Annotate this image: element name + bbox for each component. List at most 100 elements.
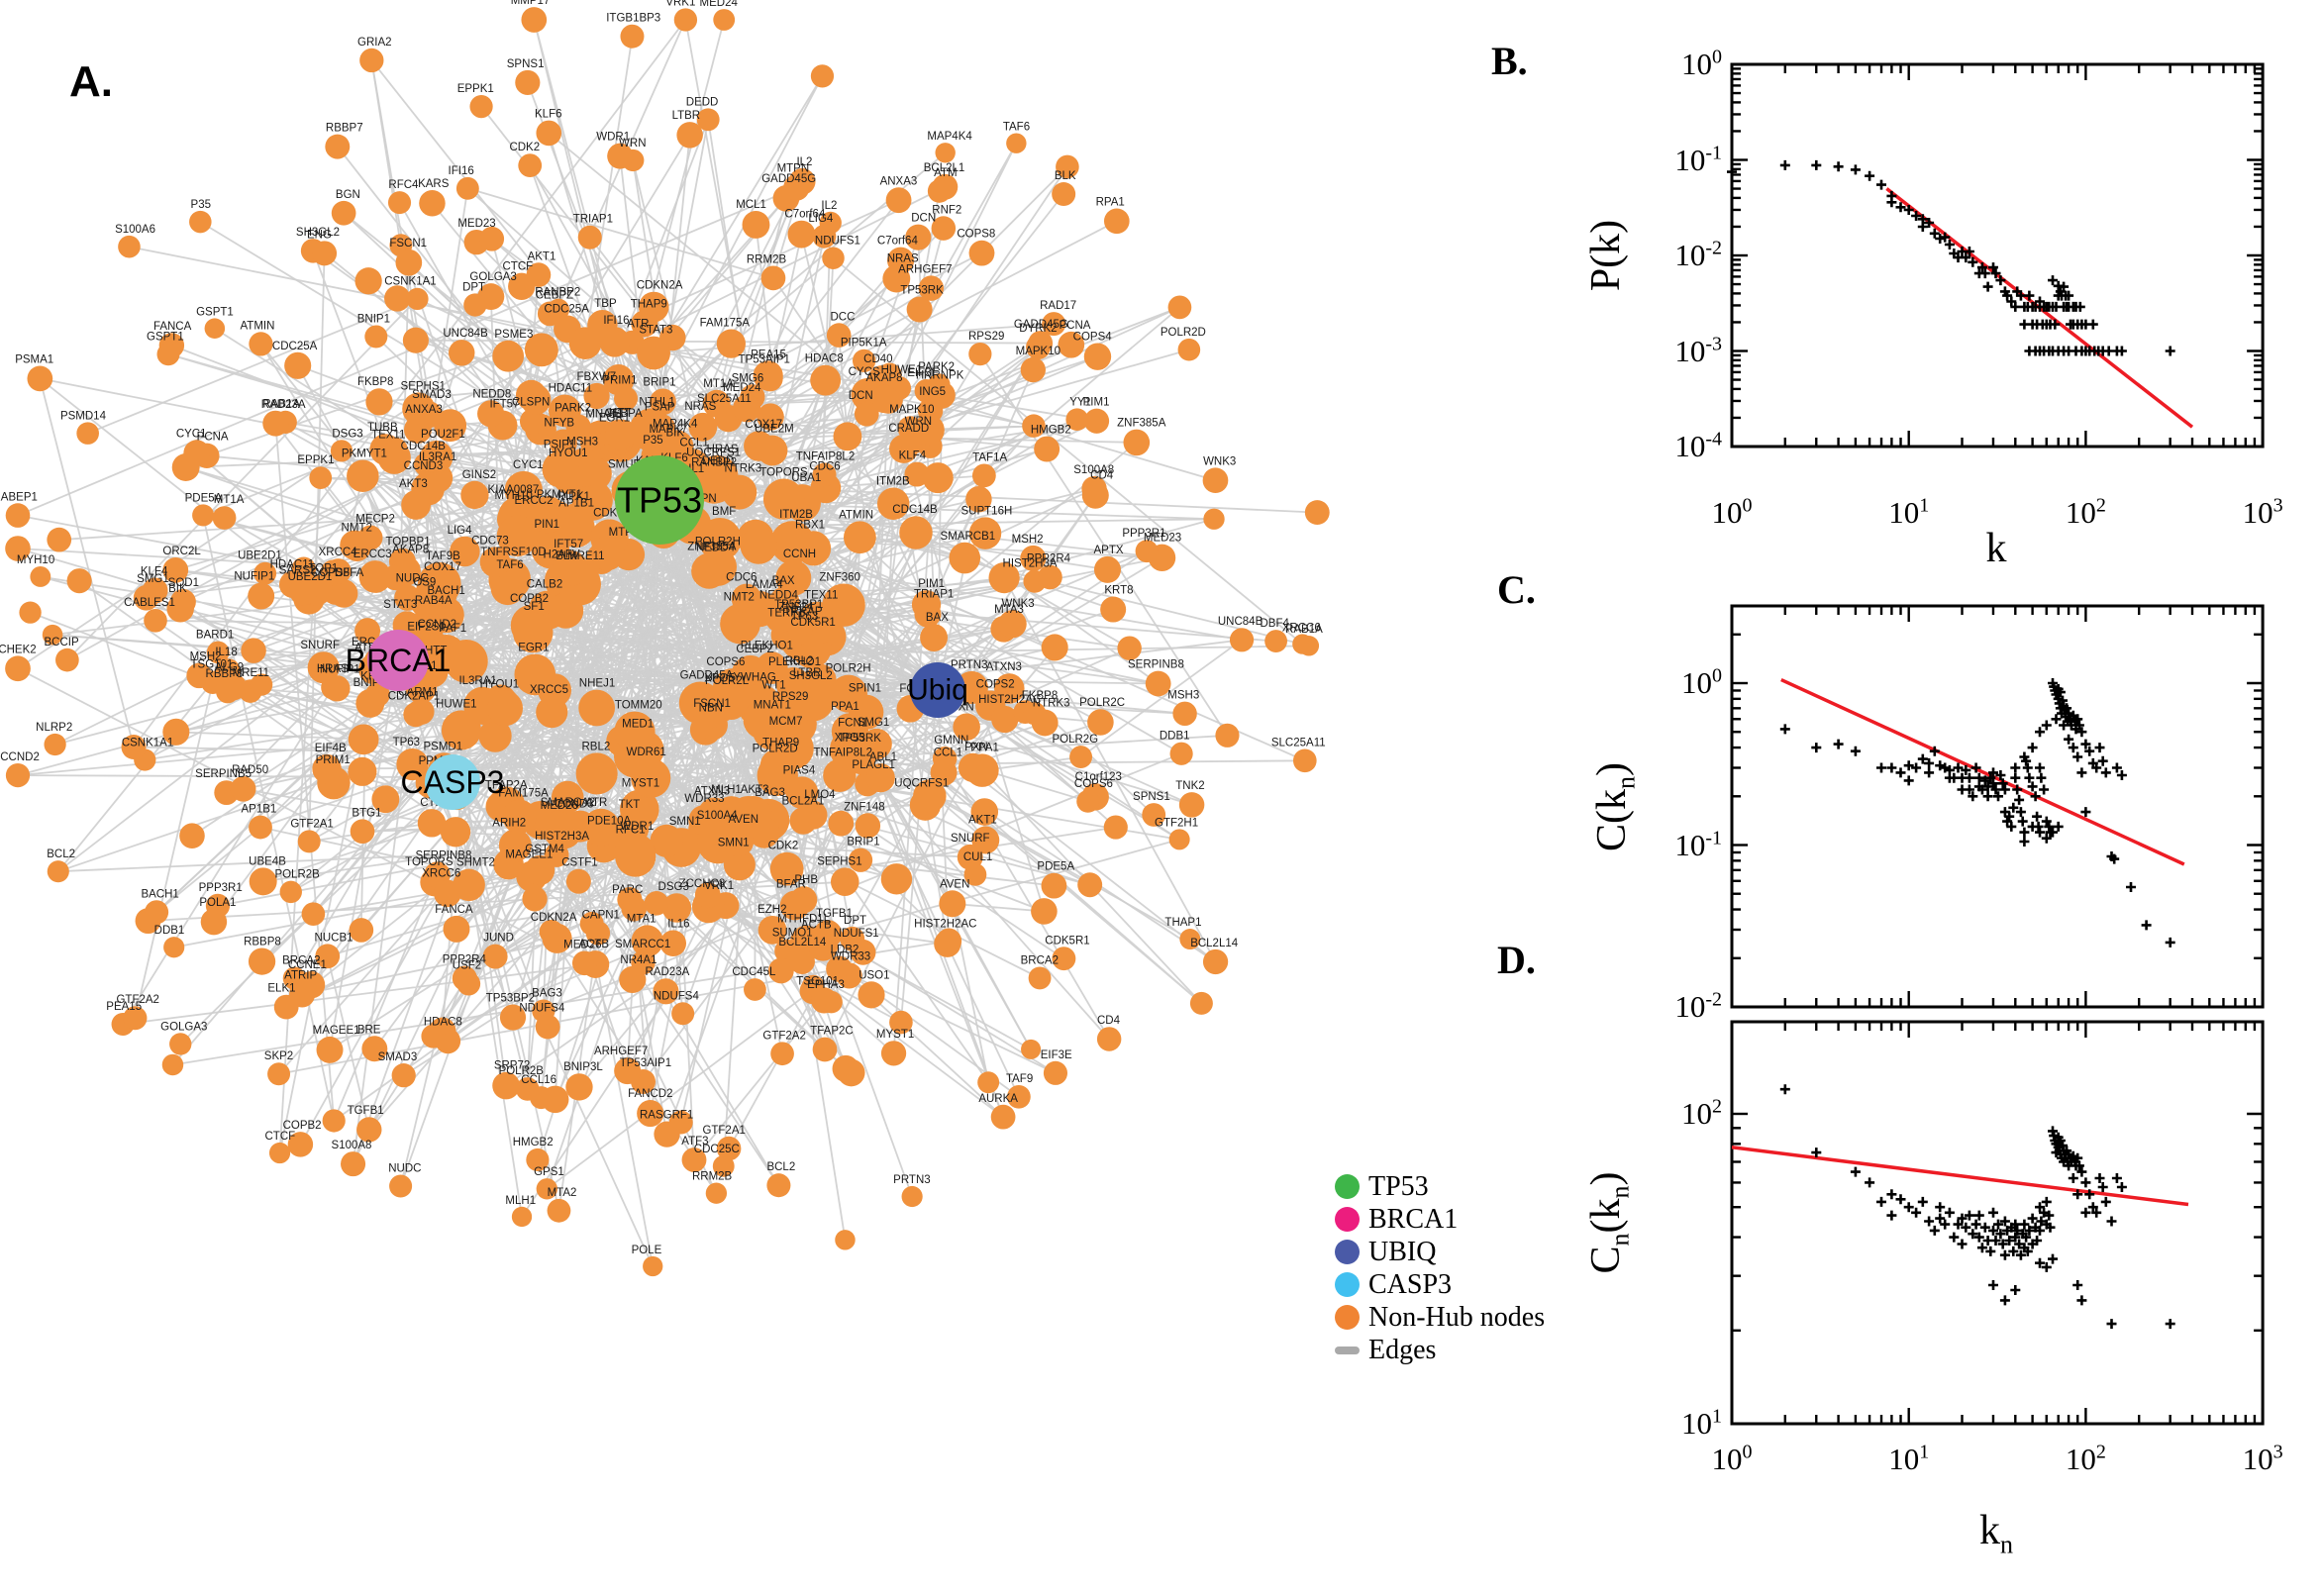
network-node [668,1110,693,1135]
network-node [248,948,276,975]
gene-label: HMGB2 [1031,425,1071,437]
network-node [479,547,511,578]
network-node [742,211,770,239]
gene-label: MED26 [541,800,578,812]
network-node [443,915,470,943]
network-node [949,542,981,574]
network-node [163,937,185,958]
network-node [822,583,865,627]
network-canvas: TP53RK KIAA0087 THAP9 CDC14B DSG3 NTHL1 SNURF C… [0,0,1330,1277]
gene-label: BCL2L1 [924,162,965,174]
gene-label: PCNA [197,432,229,444]
network-node [1023,701,1047,726]
network-node [230,775,256,802]
network-node [565,868,591,894]
network-node [742,590,778,628]
network-node [496,515,539,557]
y-tick-C-0: 100 [1681,664,1722,700]
gene-label: CUL1 [963,851,992,863]
network-node [661,893,692,923]
network-node [1083,343,1112,370]
network-node [757,365,783,392]
gene-label: CD4 [1090,470,1114,482]
network-node [637,336,670,370]
network-node [47,527,72,552]
gene-label: BNIP1 [357,313,390,325]
network-node [312,241,338,266]
gene-label: HYOU1 [549,448,588,459]
scatter-markers [1779,1084,2175,1330]
network-node [1007,1084,1031,1109]
gene-label: MRE11 [233,667,270,679]
gene-label: VRK1 [665,0,695,8]
gene-label: BRE [357,1024,381,1036]
network-node [568,327,602,359]
gene-label: TFAP2A [485,780,528,792]
gene-label: MYH10 [494,490,532,502]
gene-label: TOMM20 [615,700,662,712]
network-node [968,343,992,366]
network-node [990,1104,1016,1130]
gene-label: ATMIN [839,509,873,521]
gene-label: DDB1 [1160,731,1190,743]
network-node [377,441,411,474]
network-node [297,970,326,999]
network-node [544,843,569,867]
network-node [789,948,815,974]
network-node [284,351,312,379]
plot-D [1730,1020,2265,1426]
gene-label: CYC1 [513,459,544,471]
network-node [1041,634,1068,661]
network-node [417,809,447,838]
network-node [1083,408,1110,434]
gene-label: THAP1 [1164,917,1201,929]
network-node [1117,636,1142,660]
gene-label: COPS6 [706,656,745,668]
axis-ticks [1730,606,2265,1009]
network-node [970,798,999,826]
network-node [810,64,835,88]
gene-label: RAD50 [232,764,268,776]
network-node [312,753,342,784]
network-node [571,950,597,976]
network-node [1052,947,1076,971]
gene-label: CCNH [783,549,816,560]
network-node [301,902,326,927]
network-node [779,668,812,700]
x-tick-B-1: 101 [1888,494,1930,530]
gene-label: SPIN1 [849,683,881,695]
gene-label: CLSPN [512,397,550,409]
network-node [552,549,588,586]
network-node [440,817,471,848]
network-node [671,1002,695,1026]
gene-label: MTA3 [994,604,1024,616]
network-node [144,609,167,633]
gene-label: MED1 [622,719,654,731]
network-node [843,521,876,554]
gene-label: UQCRFS1 [894,777,949,789]
gene-label: WDR61 [626,747,665,758]
gene-label: BCCIP [45,637,79,648]
gene-label: RPA1 [1096,196,1125,208]
network-node [502,799,537,835]
gene-label: PRIM1 [602,375,637,387]
gene-label: COPB2 [283,1120,322,1132]
gene-label: ACTB [801,920,832,932]
gene-label: SUPT16H [961,505,1013,517]
gene-label: NLRP2 [36,722,72,734]
gene-label: TKT [619,799,641,811]
network-node [583,382,610,410]
network-node [650,824,683,857]
network-node [865,763,895,793]
network-node [391,1063,416,1088]
gene-label: PLAGL1 [852,759,894,771]
network-node [968,517,1002,549]
gene-label: POLR2D [1161,327,1206,339]
network-node [1203,508,1225,530]
gene-label: WRN [619,138,646,150]
gene-label: HDAC11 [270,559,315,571]
gene-label: BACH1 [427,585,464,597]
network-node [1031,898,1058,925]
network-node [1076,789,1100,813]
network-node [835,1230,856,1250]
